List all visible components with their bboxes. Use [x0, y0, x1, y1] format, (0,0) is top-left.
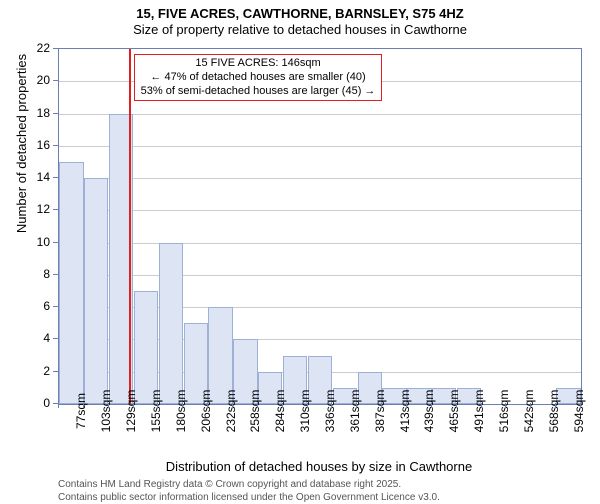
ytick-label: 12 [0, 202, 50, 216]
xtick-mark [83, 403, 84, 408]
xtick-mark [530, 403, 531, 408]
xtick-mark [555, 403, 556, 408]
xtick-mark [381, 403, 382, 408]
xtick-label: 284sqm [273, 390, 287, 433]
xtick-label: 413sqm [398, 390, 412, 433]
ytick-mark [53, 113, 58, 114]
annotation-header: 15 FIVE ACRES: 146sqm [141, 57, 376, 71]
xtick-mark [257, 403, 258, 408]
xtick-mark [331, 403, 332, 408]
ytick-label: 14 [0, 170, 50, 184]
ytick-mark [53, 338, 58, 339]
gridline [59, 114, 581, 115]
xtick-label: 568sqm [547, 390, 561, 433]
plot-area [58, 48, 582, 405]
xtick-label: 129sqm [124, 390, 138, 433]
xtick-mark [505, 403, 506, 408]
xtick-mark [307, 403, 308, 408]
xtick-label: 465sqm [447, 390, 461, 433]
ytick-label: 22 [0, 41, 50, 55]
footer-line-2: Contains public sector information licen… [58, 492, 440, 504]
xtick-mark [406, 403, 407, 408]
reference-line [129, 49, 131, 404]
xtick-label: 103sqm [99, 390, 113, 433]
ytick-mark [53, 209, 58, 210]
gridline [59, 243, 581, 244]
xtick-label: 516sqm [497, 390, 511, 433]
ytick-mark [53, 177, 58, 178]
ytick-mark [53, 145, 58, 146]
xtick-mark [282, 403, 283, 408]
xtick-label: 258sqm [248, 390, 262, 433]
gridline [59, 146, 581, 147]
xtick-label: 180sqm [174, 390, 188, 433]
xtick-label: 439sqm [422, 390, 436, 433]
xtick-mark [58, 403, 59, 408]
xtick-label: 206sqm [199, 390, 213, 433]
title-address: 15, FIVE ACRES, CAWTHORNE, BARNSLEY, S75… [0, 6, 600, 22]
xtick-mark [108, 403, 109, 408]
xtick-label: 491sqm [472, 390, 486, 433]
chart-footer: Contains HM Land Registry data © Crown c… [58, 479, 440, 504]
ytick-label: 4 [0, 331, 50, 345]
annotation-line-2: 53% of semi-detached houses are larger (… [141, 85, 376, 99]
ytick-label: 18 [0, 106, 50, 120]
gridline [59, 178, 581, 179]
title-subtitle: Size of property relative to detached ho… [0, 22, 600, 38]
ytick-label: 16 [0, 138, 50, 152]
ytick-mark [53, 242, 58, 243]
xtick-label: 155sqm [149, 390, 163, 433]
xtick-label: 77sqm [74, 393, 88, 429]
xtick-mark [182, 403, 183, 408]
annotation-box: 15 FIVE ACRES: 146sqm← 47% of detached h… [134, 54, 383, 101]
annotation-line-1: ← 47% of detached houses are smaller (40… [141, 71, 376, 85]
ytick-label: 6 [0, 299, 50, 313]
xtick-label: 361sqm [348, 390, 362, 433]
xtick-label: 542sqm [522, 390, 536, 433]
ytick-mark [53, 371, 58, 372]
ytick-mark [53, 48, 58, 49]
histogram-bar [59, 162, 83, 404]
xtick-mark [481, 403, 482, 408]
gridline [59, 210, 581, 211]
xtick-mark [580, 403, 581, 408]
histogram-bar [84, 178, 108, 404]
x-axis-label: Distribution of detached houses by size … [58, 459, 580, 474]
xtick-mark [207, 403, 208, 408]
xtick-label: 232sqm [224, 390, 238, 433]
ytick-mark [53, 306, 58, 307]
xtick-mark [431, 403, 432, 408]
xtick-label: 594sqm [572, 390, 586, 433]
ytick-mark [53, 80, 58, 81]
xtick-mark [133, 403, 134, 408]
chart-title: 15, FIVE ACRES, CAWTHORNE, BARNSLEY, S75… [0, 0, 600, 39]
histogram-bar [159, 243, 183, 404]
footer-line-1: Contains HM Land Registry data © Crown c… [58, 479, 440, 492]
xtick-label: 336sqm [323, 390, 337, 433]
xtick-mark [456, 403, 457, 408]
xtick-mark [356, 403, 357, 408]
gridline [59, 275, 581, 276]
ytick-label: 0 [0, 396, 50, 410]
xtick-mark [157, 403, 158, 408]
property-size-chart: { "title": { "line1": "15, FIVE ACRES, C… [0, 0, 600, 500]
xtick-label: 310sqm [298, 390, 312, 433]
xtick-mark [232, 403, 233, 408]
ytick-label: 2 [0, 364, 50, 378]
xtick-label: 387sqm [373, 390, 387, 433]
ytick-label: 8 [0, 267, 50, 281]
histogram-bar [134, 291, 158, 404]
ytick-label: 10 [0, 235, 50, 249]
ytick-mark [53, 274, 58, 275]
ytick-label: 20 [0, 73, 50, 87]
